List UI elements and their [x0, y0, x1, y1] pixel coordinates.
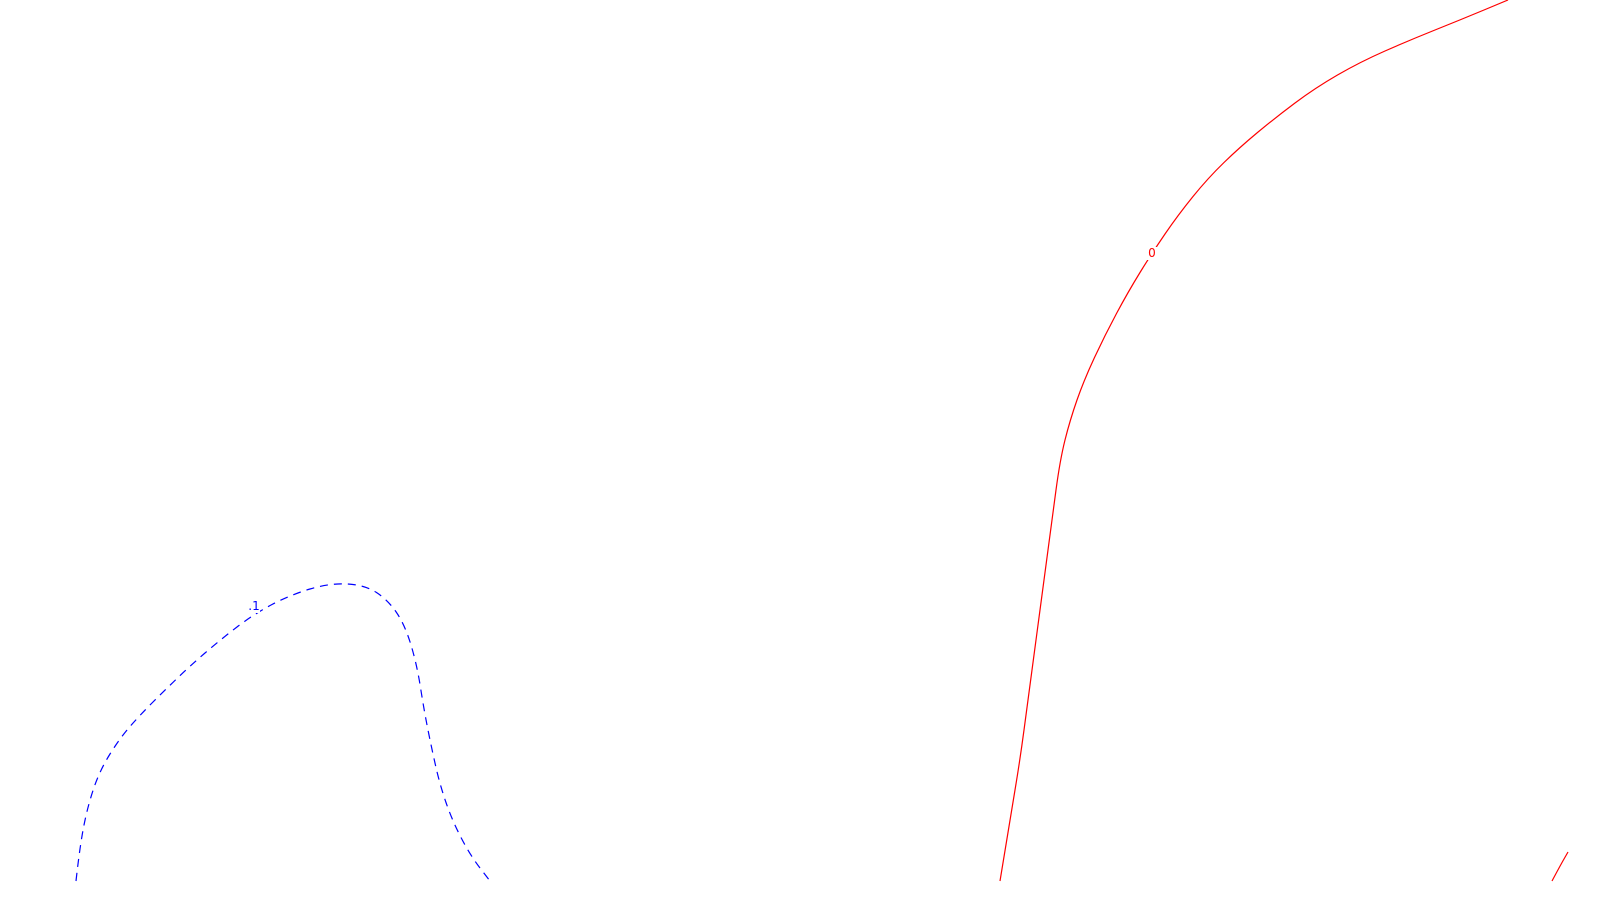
contour-label-point-one: .1: [248, 599, 259, 613]
contour-line-point-one-2: [75, 583, 491, 882]
contour-label-background: [1146, 247, 1158, 260]
contour-label-zero: 0: [1148, 246, 1156, 260]
contour-label-background: [248, 600, 260, 613]
contour-line-zero-1: [1551, 851, 1569, 882]
contour-line-zero-0: [999, 0, 1509, 882]
